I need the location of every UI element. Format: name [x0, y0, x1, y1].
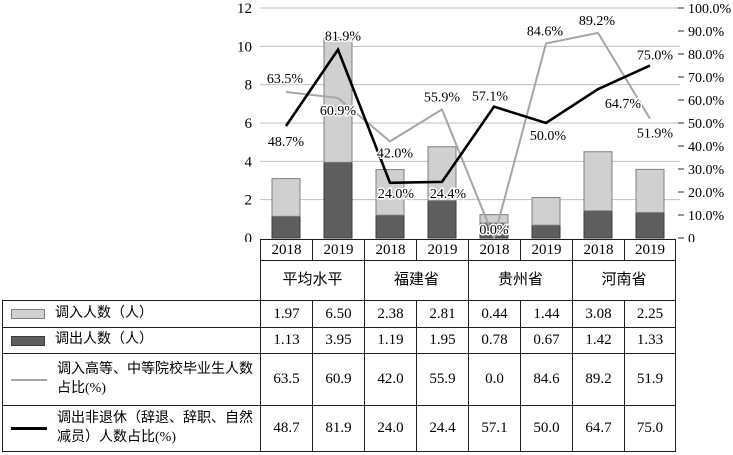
table-value: 64.7 [572, 405, 624, 452]
table-value: 0.67 [520, 327, 572, 353]
row-label-in-count: 调入人数（人） [2, 300, 260, 327]
year-header: 2018 [364, 239, 416, 260]
table-value: 2.81 [416, 300, 468, 327]
table-value: 42.0 [364, 353, 416, 405]
table-value: 0.44 [468, 300, 520, 327]
svg-text:42.0%: 42.0% [377, 146, 414, 161]
svg-text:12: 12 [237, 1, 252, 17]
table-value: 3.08 [572, 300, 624, 327]
year-header: 2018 [260, 239, 312, 260]
svg-text:0: 0 [245, 231, 253, 242]
svg-text:89.2%: 89.2% [579, 14, 616, 29]
svg-text:51.9%: 51.9% [637, 127, 674, 142]
svg-text:63.5%: 63.5% [267, 72, 304, 87]
group-header-henan: 河南省 [572, 260, 676, 300]
legend-bar-light-swatch [11, 309, 45, 319]
table-value: 51.9 [624, 353, 676, 405]
table-value: 81.9 [312, 405, 364, 452]
table-value: 2.38 [364, 300, 416, 327]
group-header-fujian: 福建省 [364, 260, 468, 300]
table-value: 57.1 [468, 405, 520, 452]
svg-text:4: 4 [245, 154, 253, 170]
row-label-text: 调出非退休（辞退、辞职、自然减员）人数占比(%) [57, 410, 253, 445]
svg-text:75.0%: 75.0% [637, 49, 674, 64]
table-value: 0.0 [468, 353, 520, 405]
year-header: 2019 [520, 239, 572, 260]
svg-text:50.0%: 50.0% [688, 117, 725, 132]
table-value: 24.4 [416, 405, 468, 452]
table-value: 89.2 [572, 353, 624, 405]
row-label-out-percent: 调出非退休（辞退、辞职、自然减员）人数占比(%) [2, 405, 260, 452]
legend-line-black-swatch [11, 427, 47, 430]
table-value: 2.25 [624, 300, 676, 327]
svg-text:55.9%: 55.9% [424, 90, 461, 105]
row-label-text: 调出人数（人） [55, 332, 153, 348]
year-header: 2019 [416, 239, 468, 260]
svg-text:30.0%: 30.0% [688, 163, 725, 178]
table-value: 1.13 [260, 327, 312, 353]
row-label-out-count: 调出人数（人） [2, 327, 260, 353]
group-header-guizhou: 贵州省 [468, 260, 572, 300]
svg-text:40.0%: 40.0% [688, 140, 725, 155]
table-value: 6.50 [312, 300, 364, 327]
svg-text:70.0%: 70.0% [688, 71, 725, 86]
svg-text:0.0%: 0.0% [479, 223, 509, 238]
table-value: 0.78 [468, 327, 520, 353]
year-header: 2018 [572, 239, 624, 260]
table-value: 50.0 [520, 405, 572, 452]
table-value: 24.0 [364, 405, 416, 452]
table-value: 1.44 [520, 300, 572, 327]
svg-text:24.4%: 24.4% [430, 187, 467, 202]
year-header: 2019 [312, 239, 364, 260]
table-value: 75.0 [624, 405, 676, 452]
combo-chart: 12 10 8 6 4 2 0 100.0% 90.0% 80.0% 70.0% 60.0% 50.0%… [237, 1, 732, 242]
svg-text:80.0%: 80.0% [688, 48, 725, 63]
svg-text:60.0%: 60.0% [688, 94, 725, 109]
table-value: 60.9 [312, 353, 364, 405]
table-value: 1.33 [624, 327, 676, 353]
year-header: 2019 [624, 239, 676, 260]
legend-bar-dark-swatch [11, 335, 45, 346]
svg-text:6: 6 [245, 116, 253, 132]
data-table: 2018 2019 2018 2019 2018 2019 2018 2019 … [2, 239, 676, 452]
svg-text:48.7%: 48.7% [268, 135, 305, 150]
svg-text:20.0%: 20.0% [688, 186, 725, 201]
svg-text:10: 10 [237, 39, 252, 55]
svg-text:64.7%: 64.7% [605, 97, 642, 112]
table-value: 63.5 [260, 353, 312, 405]
group-header-average: 平均水平 [260, 260, 364, 300]
table-value: 1.19 [364, 327, 416, 353]
table-value: 84.6 [520, 353, 572, 405]
svg-text:8: 8 [245, 78, 253, 94]
legend-line-gray-swatch [11, 378, 47, 381]
table-value: 55.9 [416, 353, 468, 405]
svg-text:81.9%: 81.9% [325, 30, 362, 45]
svg-text:84.6%: 84.6% [527, 24, 564, 39]
table-value: 1.42 [572, 327, 624, 353]
row-label-in-percent: 调入高等、中等院校毕业生人数占比(%) [2, 353, 260, 405]
svg-text:10.0%: 10.0% [688, 209, 725, 224]
table-value: 1.97 [260, 300, 312, 327]
svg-text:2: 2 [245, 193, 253, 209]
row-label-text: 调入人数（人） [55, 305, 153, 321]
svg-text:60.9%: 60.9% [320, 104, 357, 119]
year-header: 2018 [468, 239, 520, 260]
row-label-text: 调入高等、中等院校毕业生人数占比(%) [57, 361, 253, 396]
svg-text:57.1%: 57.1% [472, 90, 509, 105]
table-value: 3.95 [312, 327, 364, 353]
table-value: 48.7 [260, 405, 312, 452]
table-value: 1.95 [416, 327, 468, 353]
svg-text:50.0%: 50.0% [530, 129, 567, 144]
svg-text:100.0%: 100.0% [688, 2, 732, 17]
svg-text:0: 0 [688, 232, 695, 242]
svg-text:24.0%: 24.0% [378, 187, 415, 202]
svg-text:90.0%: 90.0% [688, 25, 725, 40]
